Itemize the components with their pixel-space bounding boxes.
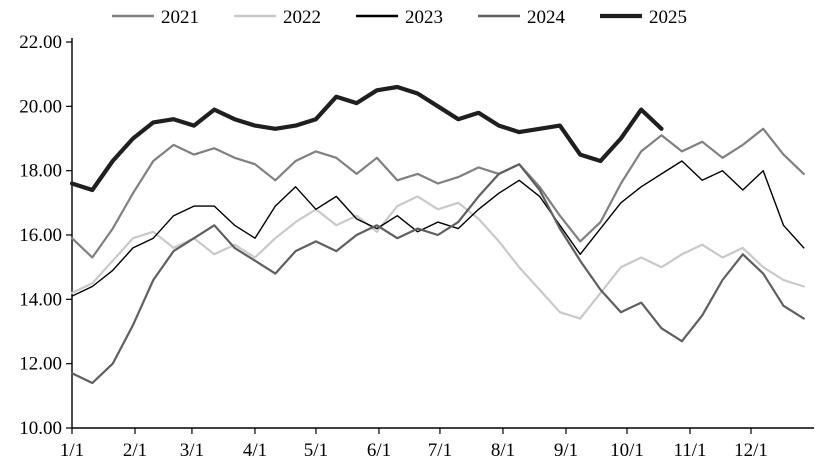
series-line-2024 (70, 163, 805, 385)
x-axis-label: 8/1 (491, 440, 515, 461)
legend-label-2023: 2023 (405, 7, 443, 28)
x-axis-label: 2/1 (123, 440, 147, 461)
x-axis-label: 10/1 (610, 440, 644, 461)
legend-item-2021: 2021 (112, 7, 199, 28)
legend-label-2021: 2021 (161, 7, 199, 28)
y-axis-label: 10.00 (19, 418, 62, 439)
series-line-2025 (69, 84, 664, 193)
x-axis-label: 11/1 (673, 440, 706, 461)
y-axis-label: 20.00 (19, 96, 62, 117)
series-line-2022 (70, 195, 805, 320)
legend-item-2022: 2022 (234, 7, 321, 28)
x-axis-label: 12/1 (734, 440, 768, 461)
x-axis-label: 1/1 (60, 440, 84, 461)
x-axis-label: 5/1 (304, 440, 328, 461)
y-axis-label: 12.00 (19, 354, 62, 375)
y-axis-label: 18.00 (19, 161, 62, 182)
legend-item-2023: 2023 (356, 7, 443, 28)
x-axis-label: 7/1 (428, 440, 452, 461)
x-axis-label: 3/1 (180, 440, 204, 461)
legend-item-2024: 2024 (478, 7, 566, 28)
y-axis-label: 22.00 (19, 32, 62, 53)
y-axis-label: 16.00 (19, 225, 62, 246)
series-line-2021 (70, 127, 805, 259)
x-axis-label: 4/1 (243, 440, 267, 461)
series-line-2023 (71, 160, 805, 297)
legend-label-2024: 2024 (527, 7, 566, 28)
x-axis-label: 9/1 (554, 440, 578, 461)
legend-label-2025: 2025 (649, 7, 687, 28)
y-axis-label: 14.00 (19, 289, 62, 310)
x-axis-label: 6/1 (367, 440, 391, 461)
legend-item-2025: 2025 (600, 7, 687, 28)
legend-label-2022: 2022 (283, 7, 321, 28)
